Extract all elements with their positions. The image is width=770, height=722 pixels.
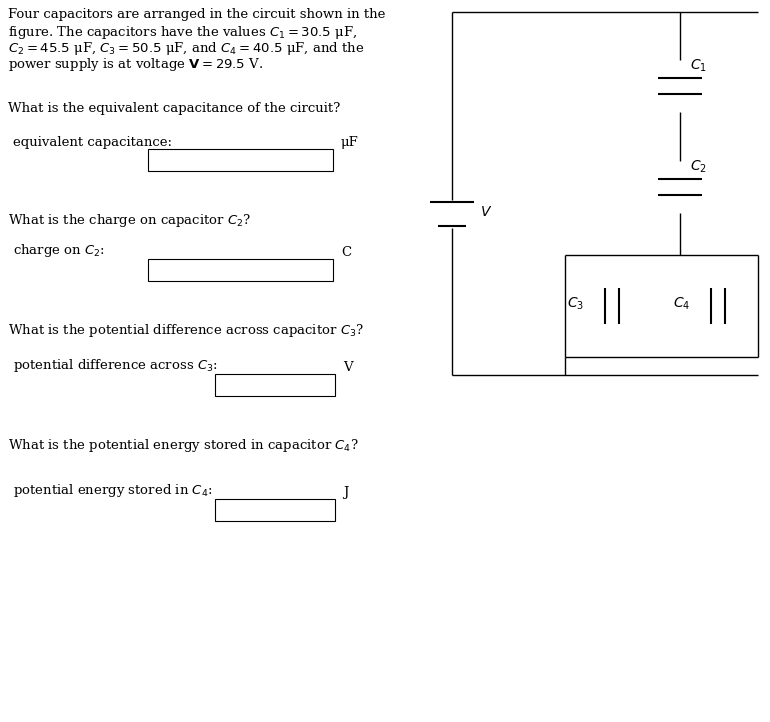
Bar (148, 149, 333, 171)
Text: What is the potential difference across capacitor $C_3$?: What is the potential difference across … (8, 322, 364, 339)
Text: power supply is at voltage $\mathbf{V} = 29.5$ V.: power supply is at voltage $\mathbf{V} =… (8, 56, 263, 73)
Text: $C_2 = 45.5$ μF, $C_3 = 50.5$ μF, and $C_4 = 40.5$ μF, and the: $C_2 = 45.5$ μF, $C_3 = 50.5$ μF, and $C… (8, 40, 364, 57)
Text: charge on $C_2$:: charge on $C_2$: (13, 242, 105, 259)
Text: What is the equivalent capacitance of the circuit?: What is the equivalent capacitance of th… (8, 102, 340, 115)
Text: V: V (343, 361, 353, 374)
Text: $C_4$: $C_4$ (673, 296, 690, 312)
Text: C: C (341, 246, 351, 259)
Text: Four capacitors are arranged in the circuit shown in the: Four capacitors are arranged in the circ… (8, 8, 385, 21)
Text: $C_1$: $C_1$ (690, 58, 707, 74)
Text: potential energy stored in $C_4$:: potential energy stored in $C_4$: (13, 482, 213, 499)
Text: $V$: $V$ (480, 205, 492, 219)
Bar (215, 374, 335, 396)
Text: μF: μF (341, 136, 359, 149)
Bar (215, 499, 335, 521)
Text: J: J (343, 486, 348, 499)
Text: $C_2$: $C_2$ (690, 159, 707, 175)
Bar (148, 259, 333, 281)
Text: What is the potential energy stored in capacitor $C_4$?: What is the potential energy stored in c… (8, 437, 359, 454)
Text: equivalent capacitance:: equivalent capacitance: (13, 136, 172, 149)
Text: $C_3$: $C_3$ (567, 296, 584, 312)
Text: potential difference across $C_3$:: potential difference across $C_3$: (13, 357, 218, 374)
Text: What is the charge on capacitor $C_2$?: What is the charge on capacitor $C_2$? (8, 212, 252, 229)
Text: figure. The capacitors have the values $C_1 = 30.5$ μF,: figure. The capacitors have the values $… (8, 24, 357, 41)
